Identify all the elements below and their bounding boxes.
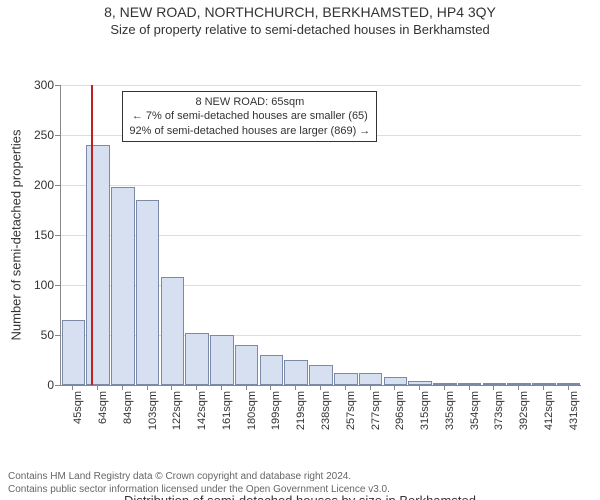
xtick-mark — [171, 385, 172, 390]
xtick-mark — [345, 385, 346, 390]
ytick-label: 250 — [14, 128, 54, 142]
property-marker-line — [91, 85, 93, 385]
xtick-label: 277sqm — [370, 391, 382, 430]
chart-container: Number of semi-detached properties 05010… — [0, 37, 600, 437]
ytick-label: 100 — [14, 278, 54, 292]
xtick-mark — [147, 385, 148, 390]
xtick-mark — [469, 385, 470, 390]
xtick-label: 64sqm — [97, 391, 109, 424]
histogram-bar — [210, 335, 234, 385]
histogram-bar — [309, 365, 333, 385]
xtick-label: 315sqm — [419, 391, 431, 430]
histogram-bar — [62, 320, 86, 385]
xtick-mark — [97, 385, 98, 390]
xtick-mark — [370, 385, 371, 390]
xtick-label: 199sqm — [270, 391, 282, 430]
xtick-mark — [394, 385, 395, 390]
annotation-line-1: 8 NEW ROAD: 65sqm — [129, 95, 370, 109]
histogram-bar — [334, 373, 358, 385]
ytick-label: 200 — [14, 178, 54, 192]
gridline — [61, 85, 581, 86]
histogram-bar — [359, 373, 383, 385]
histogram-bar — [284, 360, 308, 385]
histogram-bar — [111, 187, 135, 385]
histogram-bar — [161, 277, 185, 385]
histogram-bar — [136, 200, 160, 385]
ytick-label: 300 — [14, 78, 54, 92]
ytick-label: 150 — [14, 228, 54, 242]
gridline — [61, 185, 581, 186]
xtick-mark — [122, 385, 123, 390]
x-axis-ticks: 45sqm 64sqm 84sqm 103sqm 122sqm 142sqm 161sqm 1… — [60, 385, 580, 440]
xtick-label: 142sqm — [196, 391, 208, 430]
xtick-label: 180sqm — [246, 391, 258, 430]
xtick-label: 45sqm — [72, 391, 84, 424]
xtick-mark — [246, 385, 247, 390]
histogram-bar — [384, 377, 408, 385]
xtick-label: 84sqm — [122, 391, 134, 424]
annotation-line-3: 92% of semi-detached houses are larger (… — [129, 124, 370, 138]
xtick-mark — [419, 385, 420, 390]
xtick-mark — [518, 385, 519, 390]
xtick-mark — [221, 385, 222, 390]
xtick-label: 431sqm — [568, 391, 580, 430]
annotation-box: 8 NEW ROAD: 65sqm ← 7% of semi-detached … — [122, 91, 377, 142]
xtick-mark — [444, 385, 445, 390]
footer-line-1: Contains HM Land Registry data © Crown c… — [8, 470, 390, 483]
xtick-label: 373sqm — [493, 391, 505, 430]
histogram-bar — [260, 355, 284, 385]
footer-licence: Contains HM Land Registry data © Crown c… — [8, 470, 390, 496]
xtick-mark — [72, 385, 73, 390]
xtick-label: 296sqm — [394, 391, 406, 430]
xtick-mark — [295, 385, 296, 390]
ytick-label: 0 — [14, 378, 54, 392]
footer-line-2: Contains public sector information licen… — [8, 483, 390, 496]
annotation-line-2: ← 7% of semi-detached houses are smaller… — [129, 109, 370, 123]
xtick-label: 219sqm — [295, 391, 307, 430]
xtick-label: 122sqm — [171, 391, 183, 430]
xtick-label: 161sqm — [221, 391, 233, 430]
ytick-label: 50 — [14, 328, 54, 342]
xtick-mark — [196, 385, 197, 390]
xtick-label: 257sqm — [345, 391, 357, 430]
xtick-mark — [543, 385, 544, 390]
xtick-label: 412sqm — [543, 391, 555, 430]
xtick-mark — [270, 385, 271, 390]
xtick-mark — [320, 385, 321, 390]
xtick-label: 354sqm — [469, 391, 481, 430]
xtick-mark — [568, 385, 569, 390]
xtick-label: 392sqm — [518, 391, 530, 430]
xtick-label: 238sqm — [320, 391, 332, 430]
xtick-label: 103sqm — [147, 391, 159, 430]
xtick-mark — [493, 385, 494, 390]
chart-subtitle: Size of property relative to semi-detach… — [0, 22, 600, 37]
histogram-bar — [185, 333, 209, 385]
xtick-label: 335sqm — [444, 391, 456, 430]
chart-title: 8, NEW ROAD, NORTHCHURCH, BERKHAMSTED, H… — [0, 4, 600, 20]
histogram-bar — [86, 145, 110, 385]
histogram-bar — [235, 345, 259, 385]
